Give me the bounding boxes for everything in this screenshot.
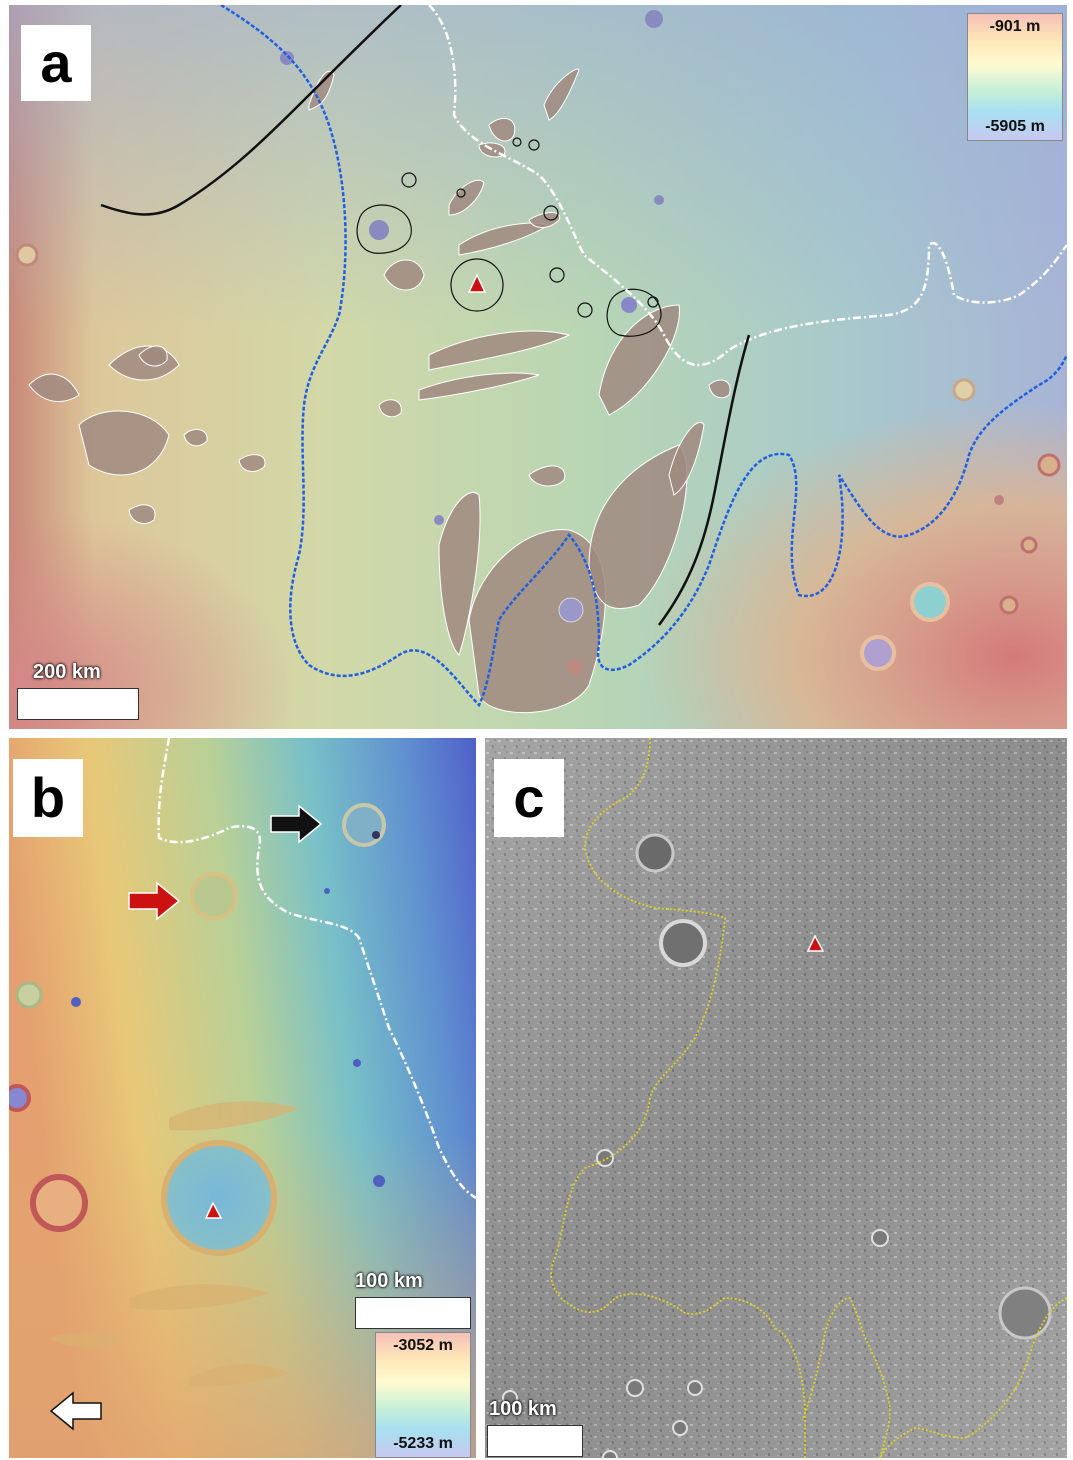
blue-boundary-line: [220, 5, 1067, 708]
white-boundary-line: [428, 5, 1067, 367]
panel-c-label: c: [494, 759, 564, 837]
craters: [9, 803, 386, 1256]
ridge-features: [49, 1101, 299, 1387]
legend-min-value: -5233 m: [393, 1435, 453, 1452]
panel-c: c 100 km: [485, 738, 1067, 1458]
panel-c-grayscale-image: [485, 738, 1067, 1458]
black-contours: [356, 137, 662, 337]
panel-b-label: b: [13, 759, 83, 837]
red-arrow-icon: [128, 881, 181, 921]
panel-a-terrain-map: [9, 5, 1067, 729]
panel-b-elevation-legend: -3052 m -5233 m: [375, 1332, 471, 1458]
black-line-se: [657, 334, 751, 626]
panel-a: a -901 m -5905 m 200 km: [9, 5, 1067, 729]
craters: [502, 833, 1052, 1458]
legend-min-value: -5905 m: [985, 118, 1045, 135]
yellow-boundary-lines: [550, 738, 1067, 1458]
panel-a-scale-bar: [17, 688, 139, 720]
white-arrow-icon: [49, 1391, 102, 1431]
black-line-nw: [100, 5, 402, 216]
panel-a-label: a: [21, 25, 91, 101]
panel-c-scale-bar: [487, 1425, 583, 1457]
red-triangle-marker-icon: [806, 934, 825, 952]
panel-b: b 100 km -3052 m -5233 m: [9, 738, 476, 1458]
panel-b-scale-bar: [355, 1297, 471, 1329]
legend-max-value: -3052 m: [393, 1337, 453, 1354]
red-triangle-marker-icon: [467, 273, 487, 293]
panel-c-scale-label: 100 km: [489, 1398, 557, 1420]
white-boundary-line: [157, 738, 476, 1200]
legend-max-value: -901 m: [989, 18, 1041, 35]
panel-a-scale-label: 200 km: [33, 661, 101, 683]
craters: [15, 10, 1061, 675]
panel-a-elevation-legend: -901 m -5905 m: [967, 13, 1063, 141]
panel-b-scale-label: 100 km: [355, 1270, 423, 1292]
red-triangle-marker-icon: [204, 1201, 223, 1219]
black-arrow-icon: [270, 804, 323, 844]
